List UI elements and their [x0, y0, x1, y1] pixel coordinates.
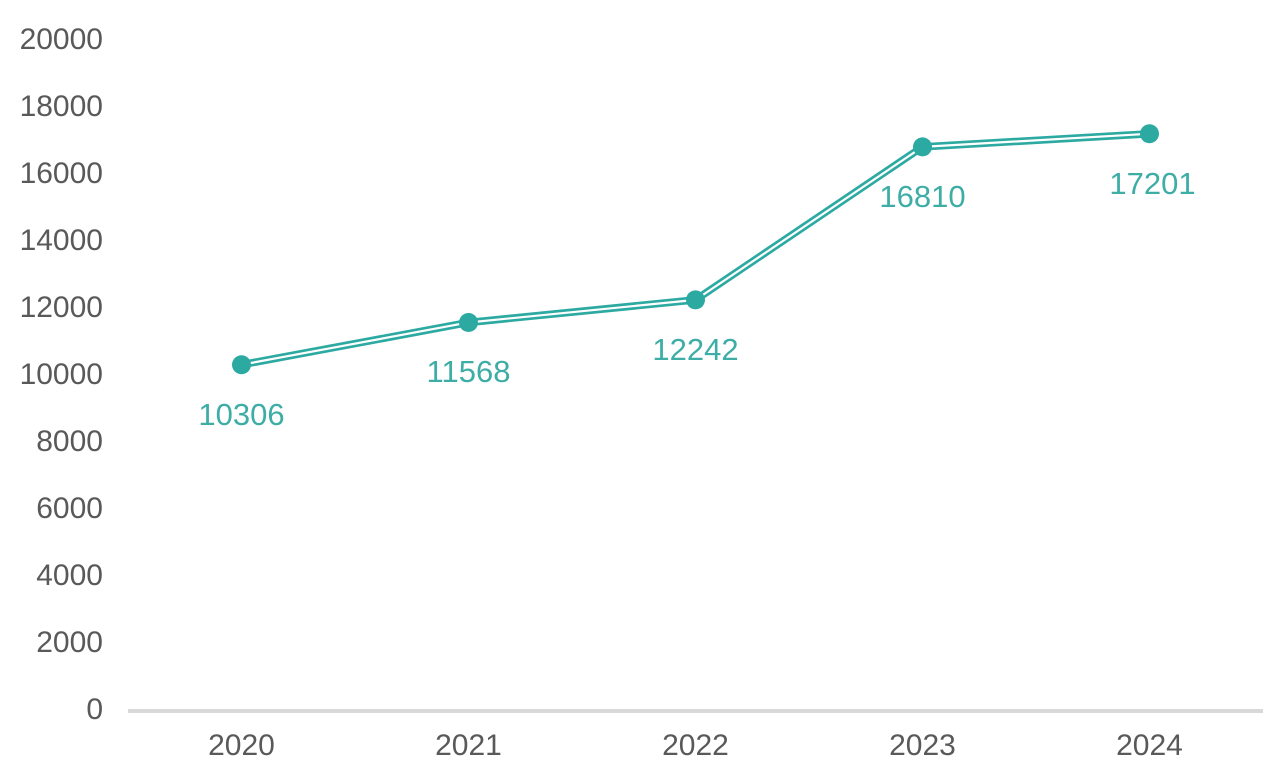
series-line-outer — [237, 130, 1154, 369]
y-axis-tick-label: 16000 — [19, 157, 103, 190]
data-point-marker — [232, 355, 251, 375]
data-point-marker — [686, 290, 705, 310]
data-point-value-label: 12242 — [652, 331, 739, 367]
y-axis-tick-label: 18000 — [19, 90, 103, 123]
data-point-value-label: 17201 — [1109, 165, 1196, 201]
data-point-marker — [459, 312, 478, 332]
y-axis-tick-label: 2000 — [36, 626, 103, 659]
y-axis-tick-label: 4000 — [36, 559, 103, 592]
y-axis-tick-label: 20000 — [19, 23, 103, 56]
x-axis-tick-label: 2021 — [435, 729, 502, 762]
x-axis-tick-label: 2023 — [889, 729, 956, 762]
y-axis-tick-label: 10000 — [19, 358, 103, 391]
data-point-value-label: 10306 — [198, 396, 285, 432]
x-axis-tick-label: 2020 — [208, 729, 275, 762]
data-point-marker — [1140, 124, 1159, 144]
y-axis-tick-label: 8000 — [36, 425, 103, 458]
y-axis-tick-label: 6000 — [36, 492, 103, 525]
data-point-value-label: 16810 — [879, 178, 966, 214]
y-axis-tick-label: 12000 — [19, 291, 103, 324]
data-point-marker — [913, 137, 932, 157]
x-axis-tick-label: 2024 — [1116, 729, 1183, 762]
y-axis-tick-label: 14000 — [19, 224, 103, 257]
data-point-value-label: 11568 — [426, 354, 511, 390]
x-axis-tick-label: 2022 — [662, 729, 729, 762]
series-line-inner-stripe — [240, 132, 1151, 366]
y-axis-tick-label: 0 — [86, 693, 103, 726]
